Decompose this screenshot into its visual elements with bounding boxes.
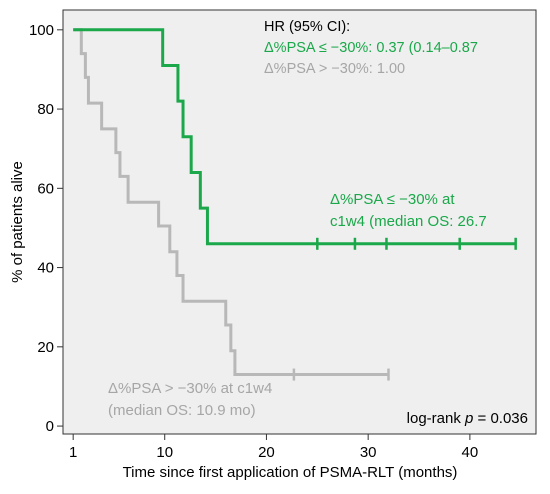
x-tick-label: 40 bbox=[462, 444, 479, 461]
survival-curves bbox=[73, 28, 517, 381]
x-tick-label: 1 bbox=[69, 444, 77, 461]
y-axis-ticks: 0 20 40 60 80 100 bbox=[29, 22, 63, 435]
x-axis-label: Time since first application of PSMA-RLT… bbox=[123, 464, 458, 481]
x-tick-label: 30 bbox=[360, 444, 377, 461]
plot-area bbox=[62, 9, 537, 435]
x-axis-ticks: 1 10 20 30 40 bbox=[69, 434, 478, 461]
survival-step-line bbox=[73, 28, 516, 246]
y-tick-label: 0 bbox=[46, 418, 54, 435]
y-tick-label: 20 bbox=[37, 339, 54, 356]
y-tick-label: 80 bbox=[37, 101, 54, 118]
legend-entry-gray: Δ%PSA > −30%: 1.00 bbox=[264, 61, 405, 77]
logrank-annotation: log-rank p = 0.036 bbox=[407, 410, 528, 427]
annotation-gray-line1: Δ%PSA > −30% at c1w4 bbox=[108, 380, 272, 397]
x-tick-label: 10 bbox=[156, 444, 173, 461]
survival-step-line bbox=[73, 28, 389, 377]
y-axis-label: % of patients alive bbox=[9, 161, 26, 283]
series-nonresponders bbox=[73, 28, 390, 381]
annotation-green-line1: Δ%PSA ≤ −30% at bbox=[330, 191, 455, 208]
y-tick-label: 40 bbox=[37, 260, 54, 277]
y-tick-label: 100 bbox=[29, 22, 54, 39]
annotation-green-line2: c1w4 (median OS: 26.7 bbox=[330, 213, 487, 230]
x-tick-label: 20 bbox=[258, 444, 275, 461]
legend-title: HR (95% CI): bbox=[264, 19, 350, 35]
series-responders bbox=[73, 28, 517, 250]
annotation-gray-line2: (median OS: 10.9 mo) bbox=[108, 402, 256, 419]
y-tick-label: 60 bbox=[37, 180, 54, 197]
legend-entry-green: Δ%PSA ≤ −30%: 0.37 (0.14–0.87 bbox=[264, 40, 478, 56]
